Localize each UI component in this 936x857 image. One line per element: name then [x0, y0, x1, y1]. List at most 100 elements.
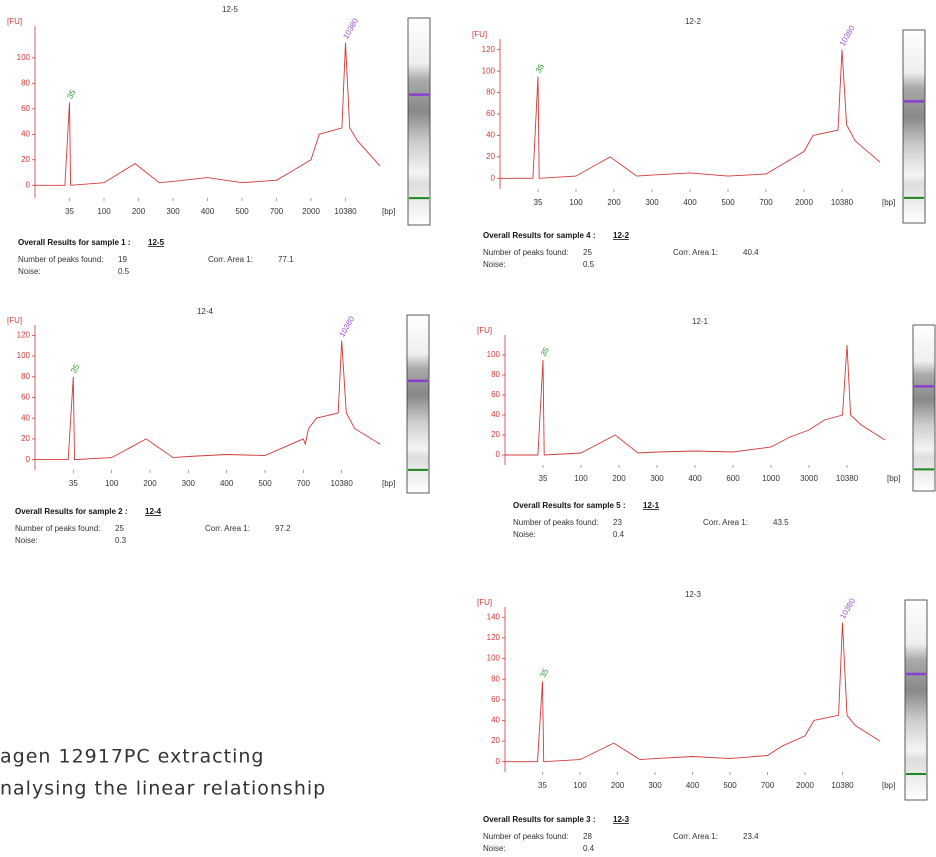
x-tick-label: 10380	[836, 474, 859, 483]
x-tick-label: 10380	[831, 198, 854, 207]
y-tick-label: 0	[491, 173, 496, 182]
y-axis-label: [FU]	[7, 17, 22, 26]
x-tick-label: 700	[270, 207, 284, 216]
y-tick-label: 60	[491, 390, 500, 399]
results-heading: Overall Results for sample 1 :	[18, 238, 131, 247]
peak-label: 35	[539, 345, 552, 358]
x-tick-label: 2000	[795, 198, 813, 207]
chart-title: 12-5	[222, 5, 239, 14]
trace	[505, 345, 885, 455]
results-label: Corr. Area 1:	[703, 518, 748, 527]
y-axis-label: [FU]	[472, 30, 487, 39]
y-tick-label: 40	[21, 413, 30, 422]
chart-title: 12-2	[685, 17, 702, 26]
x-tick-label: 35	[534, 198, 543, 207]
y-tick-label: 20	[21, 155, 30, 164]
results-value: 40.4	[743, 248, 759, 257]
results-value: 23	[613, 518, 622, 527]
results-label: Noise:	[18, 267, 41, 276]
x-tick-label: 700	[761, 781, 775, 790]
y-axis-label: [FU]	[477, 326, 492, 335]
y-tick-label: 0	[26, 180, 31, 189]
gel-lane	[408, 18, 430, 225]
x-tick-label: 500	[723, 781, 737, 790]
results-heading: Overall Results for sample 5 :	[513, 501, 626, 510]
y-tick-label: 20	[491, 430, 500, 439]
x-tick-label: 2000	[796, 781, 814, 790]
x-tick-label: 100	[569, 198, 583, 207]
results-value: 28	[583, 832, 592, 841]
results-value: 0.4	[583, 844, 595, 853]
x-tick-label: 200	[607, 198, 621, 207]
y-tick-label: 80	[491, 674, 500, 683]
y-tick-label: 40	[486, 131, 495, 140]
results-sample: 12-3	[613, 815, 630, 824]
results-value: 97.2	[275, 524, 291, 533]
trace	[35, 341, 380, 460]
x-tick-label: 200	[132, 207, 146, 216]
results-label: Number of peaks found:	[513, 518, 598, 527]
results-heading: Overall Results for sample 4 :	[483, 231, 596, 240]
x-tick-label: 10380	[331, 479, 354, 488]
y-tick-label: 100	[487, 654, 501, 663]
chart-title: 12-4	[197, 307, 214, 316]
y-tick-label: 0	[26, 455, 31, 464]
results-value: 0.5	[583, 260, 595, 269]
x-tick-label: 400	[201, 207, 215, 216]
y-tick-label: 80	[21, 78, 30, 87]
results-label: Corr. Area 1:	[673, 832, 718, 841]
x-axis-label: [bp]	[382, 479, 395, 488]
x-tick-label: 35	[65, 207, 74, 216]
y-axis-label: [FU]	[477, 598, 492, 607]
y-tick-label: 40	[491, 716, 500, 725]
results-sample: 12-5	[148, 238, 165, 247]
x-tick-label: 100	[97, 207, 111, 216]
y-tick-label: 100	[482, 66, 496, 75]
y-tick-label: 0	[496, 757, 501, 766]
x-tick-label: 300	[166, 207, 180, 216]
results-value: 0.3	[115, 536, 127, 545]
x-tick-label: 400	[220, 479, 234, 488]
y-tick-label: 120	[482, 45, 496, 54]
y-tick-label: 60	[486, 109, 495, 118]
peak-label: 10380	[838, 596, 857, 620]
trace	[35, 43, 380, 186]
results-sample: 12-1	[643, 501, 660, 510]
x-tick-label: 1000	[762, 474, 780, 483]
results-value: 0.4	[613, 530, 625, 539]
y-tick-label: 60	[21, 104, 30, 113]
results-label: Number of peaks found:	[483, 248, 568, 257]
results-value: 25	[115, 524, 124, 533]
x-tick-label: 700	[759, 198, 773, 207]
results-heading: Overall Results for sample 3 :	[483, 815, 596, 824]
y-tick-label: 40	[491, 410, 500, 419]
x-tick-label: 100	[105, 479, 119, 488]
body-text: agen 12917PC extracting	[0, 746, 264, 768]
results-heading: Overall Results for sample 2 :	[15, 507, 128, 516]
results-value: 0.5	[118, 267, 130, 276]
results-value: 77.1	[278, 255, 294, 264]
results-label: Corr. Area 1:	[205, 524, 250, 533]
x-tick-label: 400	[683, 198, 697, 207]
gel-lane	[905, 600, 927, 800]
results-label: Number of peaks found:	[15, 524, 100, 533]
y-tick-label: 40	[21, 129, 30, 138]
x-tick-label: 300	[645, 198, 659, 207]
y-tick-label: 120	[17, 330, 31, 339]
y-tick-label: 60	[491, 695, 500, 704]
y-tick-label: 0	[496, 450, 501, 459]
results-label: Noise:	[483, 844, 506, 853]
x-tick-label: 10380	[334, 207, 357, 216]
x-axis-label: [bp]	[882, 781, 895, 790]
y-tick-label: 80	[486, 88, 495, 97]
x-tick-label: 2000	[302, 207, 320, 216]
page: agen 12917PC extracting nalysing the lin…	[0, 0, 936, 857]
x-tick-label: 500	[258, 479, 272, 488]
peak-label: 35	[69, 362, 82, 375]
x-axis-label: [bp]	[382, 207, 395, 216]
x-tick-label: 35	[538, 781, 547, 790]
trace	[505, 623, 880, 762]
results-value: 19	[118, 255, 127, 264]
y-tick-label: 140	[487, 612, 501, 621]
x-tick-label: 100	[573, 781, 587, 790]
